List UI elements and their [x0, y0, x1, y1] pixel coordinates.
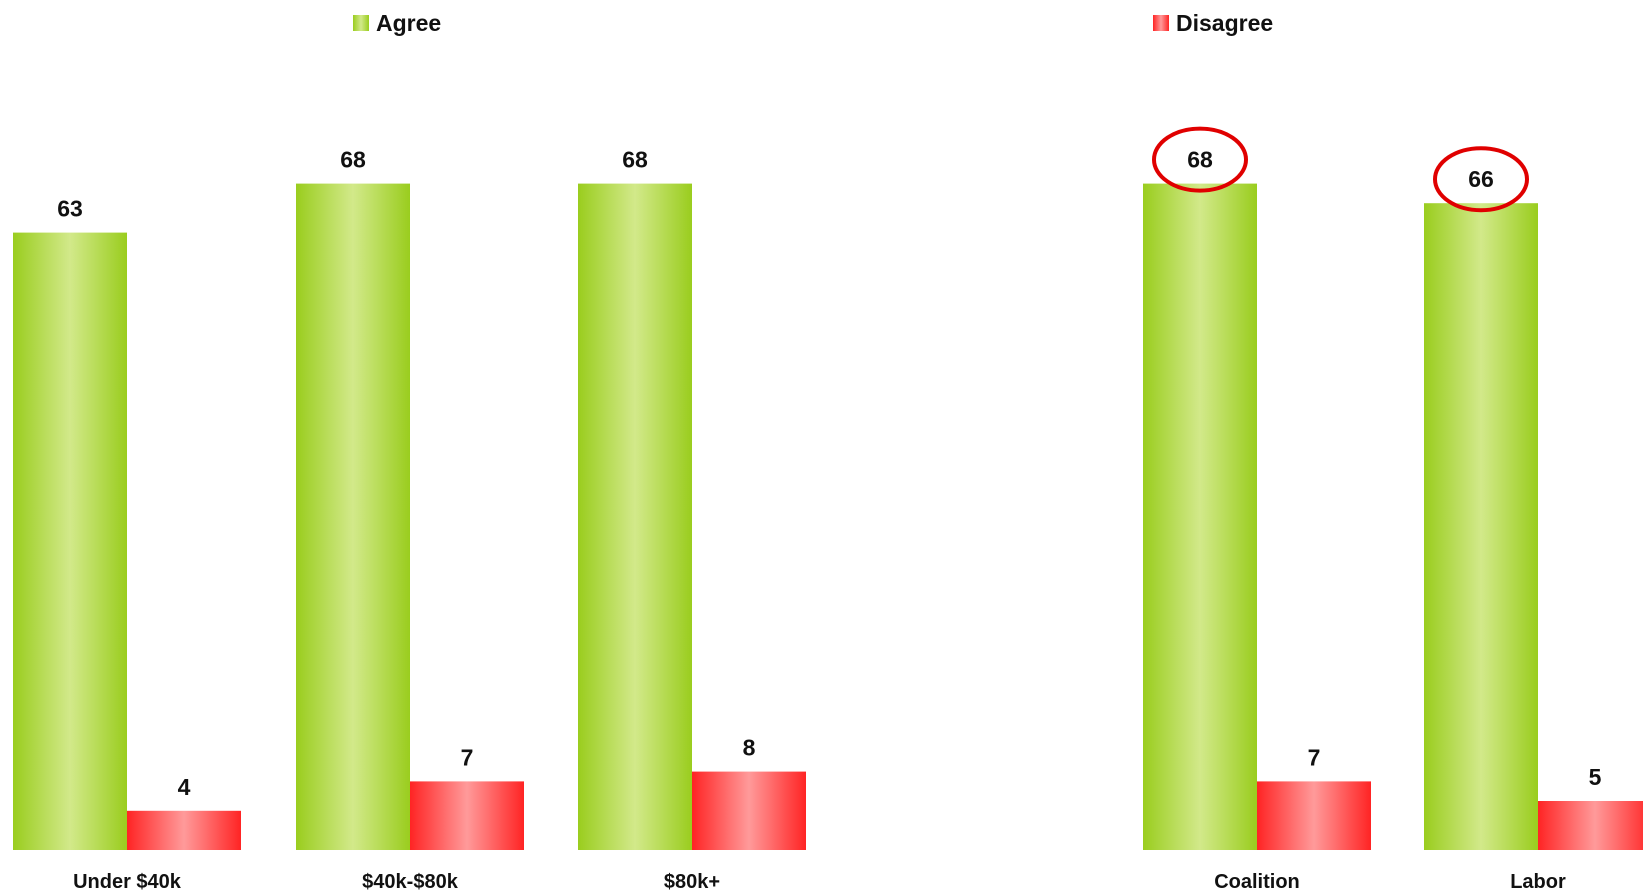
data-label-agree-80k: 68 [622, 147, 648, 173]
legend-disagree-label: Disagree [1176, 10, 1273, 36]
bar-agree-80k [578, 183, 692, 851]
data-label-agree-labor: 66 [1468, 166, 1494, 192]
category-label-under-40k: Under $40k [73, 871, 182, 893]
bar-disagree-coalition [1257, 781, 1371, 850]
bars-layer [13, 183, 1643, 851]
legend-agree-swatch [353, 15, 369, 31]
data-label-disagree-80k: 8 [743, 735, 756, 761]
category-label-coalition: Coalition [1214, 871, 1300, 893]
legend-agree-label: Agree [376, 10, 441, 36]
category-label-labor: Labor [1510, 871, 1566, 893]
bar-disagree-80k [692, 771, 806, 850]
data-label-disagree-40k-80k: 7 [461, 744, 474, 770]
bar-agree-labor [1424, 203, 1538, 850]
category-label-40k-80k: $40k-$80k [362, 871, 459, 893]
labels-layer: 63 4 Under $40k 68 7 $40k-$80k 68 8 $80k+ 68 7 Coal… [57, 126, 1602, 893]
bar-agree-under-40k [13, 232, 127, 851]
bar-disagree-labor [1538, 801, 1643, 850]
bar-agree-40k-80k [296, 183, 410, 851]
data-label-disagree-under-40k: 4 [178, 774, 191, 800]
legend-disagree-swatch [1153, 15, 1169, 31]
data-label-disagree-coalition: 7 [1308, 744, 1321, 770]
bar-disagree-40k-80k [410, 781, 524, 850]
highlight-circle-agree-labor [1433, 146, 1529, 213]
category-label-80k: $80k+ [664, 871, 720, 893]
data-label-disagree-labor: 5 [1589, 764, 1602, 790]
highlight-circle-agree-coalition [1152, 126, 1248, 193]
bar-disagree-under-40k [127, 810, 241, 850]
data-label-agree-under-40k: 63 [57, 196, 83, 222]
bar-agree-coalition [1143, 183, 1257, 851]
legend: Agree Disagree [353, 10, 1273, 36]
data-label-agree-40k-80k: 68 [340, 147, 366, 173]
data-label-agree-coalition: 68 [1187, 147, 1213, 173]
